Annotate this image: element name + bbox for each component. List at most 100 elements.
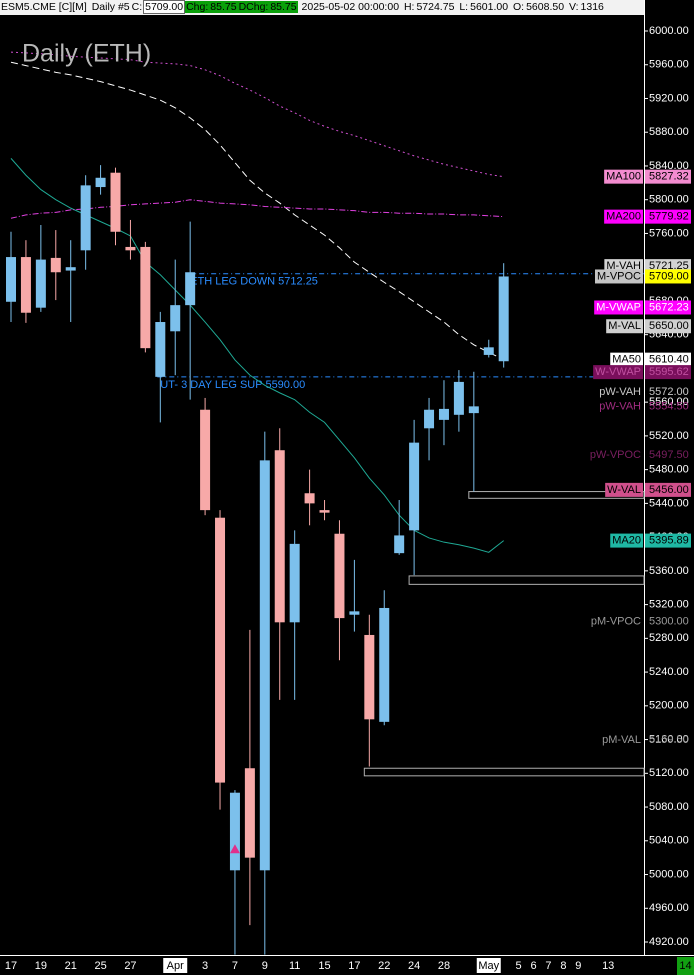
price-label-value-bg: [645, 365, 691, 380]
price-label-value-bg: [645, 169, 691, 184]
x-tick-label: 22: [378, 960, 390, 972]
volume-value: 1316: [580, 1, 604, 13]
price-label: pM-VAL 5159.50: [602, 734, 689, 746]
candle-body: [140, 246, 151, 349]
price-label-value: 5497.50: [649, 449, 689, 461]
high-label: H:: [403, 1, 415, 13]
candle-body: [229, 792, 240, 871]
candle-body: [379, 607, 390, 722]
price-label-name-bg: [610, 533, 643, 548]
x-tick-label: 17: [348, 960, 360, 972]
x-tick-label: 11: [289, 960, 300, 972]
candle-body: [349, 611, 360, 615]
candle-body: [289, 543, 300, 623]
price-label-name-bg: [604, 209, 643, 224]
ma-line: [10, 158, 504, 553]
price-label: pW-VAH 5572.00: [599, 386, 689, 398]
price-label: MA50 5610.40: [610, 352, 691, 367]
price-label-value: 5610.40: [649, 354, 689, 366]
candle-body: [424, 409, 435, 429]
chart-title: Daily (ETH): [22, 40, 151, 68]
price-label-name: M-VAL: [608, 320, 641, 332]
level-annotation: UT- 3 DAY LEG SUP 5590.00: [160, 379, 305, 391]
price-label: M-VWAP 5672.23: [594, 300, 691, 315]
price-label-name: W-VAL: [607, 484, 641, 496]
price-label: M-VAL 5650.00: [606, 319, 691, 334]
y-tick-label: 5800.00: [649, 194, 689, 206]
y-tick-label: 5240.00: [649, 666, 689, 678]
y-tick-label: 5160.00: [649, 733, 689, 745]
x-tick-label: 15: [318, 960, 330, 972]
x-tick-label: 7: [232, 960, 238, 972]
price-label-name: pW-VAH: [599, 386, 641, 398]
price-label-name: M-VAH: [606, 260, 641, 272]
price-label-name-bg: [605, 482, 643, 497]
price-label-value-bg: [645, 533, 691, 548]
price-label: pW-VPOC 5497.50: [590, 449, 689, 461]
price-label-name-bg: [594, 300, 643, 315]
level-annotation: ETH LEG DOWN 5712.25: [190, 276, 318, 288]
candle-body: [319, 510, 330, 513]
price-label-name: MA20: [612, 534, 641, 546]
low-label: L:: [459, 1, 469, 13]
x-tick-label: 17: [5, 960, 17, 972]
chg-value: 85.75: [209, 1, 238, 13]
x-tick-label: 9: [575, 960, 581, 972]
x-tick-label: Apr: [167, 960, 184, 972]
y-tick-label: 5520.00: [649, 430, 689, 442]
zone: [363, 767, 645, 777]
month-label-bg: [163, 958, 188, 973]
price-label: M-VPOC 5709.00: [595, 269, 691, 284]
open-value: 5608.50: [526, 1, 565, 13]
candle-body: [110, 172, 121, 232]
header-bar: ESM5.CME [C][M] Daily #5 C: 5709.00 Chg: 85.…: [0, 0, 644, 15]
candle-body: [438, 408, 449, 420]
candle-body: [185, 272, 196, 306]
y-tick-label: 5120.00: [649, 767, 689, 779]
x-tick-label: 24: [408, 960, 420, 972]
price-label-value: 5395.89: [649, 534, 689, 546]
y-tick-label: 5440.00: [649, 497, 689, 509]
y-tick-label: 5560.00: [649, 396, 689, 408]
dchg-label: DChg:: [237, 1, 270, 13]
datetime: 2025-05-02 00:00:00: [301, 1, 400, 13]
chg-label: Chg:: [185, 1, 210, 13]
candle-body: [468, 406, 479, 414]
price-label-name-bg: [610, 352, 643, 367]
candle-body: [274, 450, 285, 623]
corner-box: [677, 957, 694, 975]
x-tick-label: 13: [602, 960, 614, 972]
price-label-name: M-VPOC: [597, 270, 641, 282]
x-tick-label: 27: [124, 960, 136, 972]
candle-body: [80, 185, 91, 251]
close-value: 5709.00: [143, 0, 186, 14]
price-label: pM-VPOC 5300.00: [591, 615, 689, 627]
open-label: O:: [513, 1, 525, 13]
high-value: 5724.75: [416, 1, 455, 13]
price-label-value: 5650.00: [649, 320, 689, 332]
candle-body: [200, 409, 211, 511]
x-tick-label: May: [478, 960, 499, 972]
candle-body: [304, 493, 315, 504]
x-tick-label: 28: [438, 960, 450, 972]
price-label-value: 5721.25: [649, 260, 689, 272]
candle-body: [244, 768, 255, 858]
month-label-bg: [476, 958, 501, 973]
price-label-value: 5159.50: [649, 734, 689, 746]
ma-line: [10, 61, 504, 361]
price-label-name-bg: [593, 365, 643, 380]
candle-body: [334, 533, 345, 619]
x-tick-label: 8: [560, 960, 566, 972]
price-label-name: pW-VAH: [599, 401, 641, 413]
y-tick-label: 5880.00: [649, 126, 689, 138]
y-tick-label: 6000.00: [649, 25, 689, 37]
dchg-value: 85.75: [269, 1, 298, 13]
price-label-name: W-VWAP: [595, 366, 641, 378]
price-label-value: 5300.00: [649, 615, 689, 627]
ma-line: [10, 199, 504, 219]
symbol: ESM5.CME [C][M]: [1, 1, 87, 13]
y-tick-label: 4920.00: [649, 936, 689, 948]
y-tick-label: 5960.00: [649, 59, 689, 71]
